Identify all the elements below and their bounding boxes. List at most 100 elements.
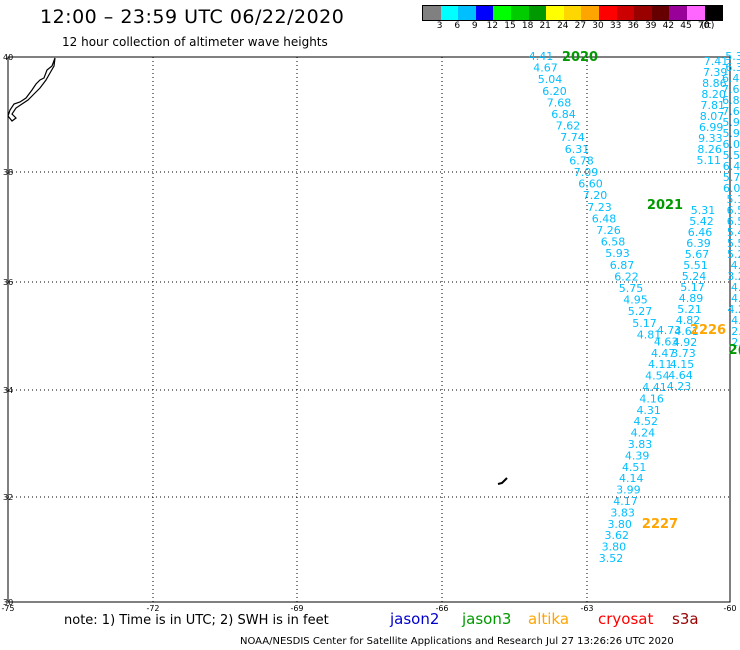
- swh-value-track-a: 7.68: [547, 96, 572, 109]
- swh-value-track-b: 4.61: [674, 325, 699, 338]
- satellite-legend-cryosat: cryosat: [598, 610, 654, 628]
- swh-value-track-b: 4.23: [667, 380, 692, 393]
- swh-value-track-d: 2.: [731, 325, 740, 338]
- swh-value-track-c: 9.33: [698, 132, 723, 145]
- swh-value-track-b: 5.31: [691, 204, 716, 217]
- swh-value-track-a: 6.60: [578, 178, 603, 191]
- color-scale-label: 39: [645, 21, 657, 31]
- swh-value-track-a: 6.20: [542, 85, 567, 98]
- swh-value-track-d: 6.43: [722, 72, 740, 85]
- swh-value-track-c: 7.81: [701, 99, 726, 112]
- color-scale-label: 24: [557, 21, 569, 31]
- swh-value-track-a: 6.58: [601, 236, 626, 249]
- swh-value-track-a: 4.95: [623, 294, 648, 307]
- longitude-label: -72: [146, 604, 159, 613]
- swh-value-track-b: 5.67: [685, 248, 710, 261]
- color-swatch: [546, 6, 564, 20]
- color-swatch: [704, 6, 723, 20]
- satellite-legend-jason2: jason2: [390, 610, 440, 628]
- swh-value-track-d: 4.: [731, 259, 740, 272]
- swh-value-track-a: 3.83: [610, 506, 635, 519]
- map-subtitle: 12 hour collection of altimeter wave hei…: [62, 35, 328, 49]
- color-swatch: [493, 6, 511, 20]
- swh-value-track-a: 7.20: [583, 189, 608, 202]
- pass-label-partial: 2(: [729, 343, 740, 358]
- color-swatch: [669, 6, 687, 20]
- satellite-legend-s3a: s3a: [672, 610, 699, 628]
- color-scale-label: 3: [436, 21, 443, 31]
- swh-value-track-a: 4.17: [613, 495, 638, 508]
- swh-value-track-a: 6.87: [610, 259, 635, 272]
- color-swatch: [651, 6, 670, 20]
- swh-value-track-d: 6.05: [723, 182, 740, 195]
- latitude-label: 36: [3, 278, 13, 287]
- longitude-label: -63: [580, 604, 593, 613]
- swh-value-track-a: 5.04: [538, 73, 563, 86]
- swh-value-track-a: 3.99: [616, 484, 641, 497]
- color-scale-label: 42: [662, 21, 675, 31]
- swh-value-track-a: 4.63: [654, 335, 679, 348]
- color-swatch: [528, 6, 547, 20]
- swh-value-track-a: 3.80: [607, 518, 632, 531]
- swh-value-track-a: 4.31: [636, 404, 661, 417]
- swh-value-track-b: 4.15: [670, 358, 695, 371]
- swh-value-track-a: 4.41: [529, 50, 554, 63]
- swh-value-track-a: 6.31: [565, 143, 590, 156]
- swh-value-track-a: 4.47: [651, 347, 676, 360]
- swh-value-track-d: 6.48: [723, 160, 740, 173]
- color-swatch: [458, 6, 476, 20]
- swh-value-track-b: 4.64: [668, 369, 693, 382]
- swh-value-track-d: 7.65: [722, 105, 740, 118]
- color-scale-label: 45: [680, 21, 692, 31]
- swh-value-track-d: 4.: [731, 314, 740, 327]
- swh-value-track-a: 5.93: [605, 247, 630, 260]
- swh-value-track-a: 4.14: [619, 472, 644, 485]
- color-swatch: [440, 6, 459, 20]
- swh-value-track-c: 8.86: [702, 77, 727, 90]
- color-scale-label: 9: [471, 21, 478, 31]
- swh-value-track-a: 6.84: [551, 108, 576, 121]
- swh-value-track-d: 5.5: [727, 237, 740, 250]
- swh-value-track-d: 6.3: [725, 61, 740, 74]
- altimeter-tracks: 4.414.675.046.207.686.847.627.746.316.78…: [529, 50, 740, 565]
- color-scale-label: 15: [504, 21, 516, 31]
- color-scale-label: 70: [697, 21, 710, 31]
- swh-value-track-d: 4.: [731, 292, 740, 305]
- swh-value-track-a: 4.24: [631, 427, 656, 440]
- swh-value-track-b: 5.51: [683, 259, 708, 272]
- swh-value-track-d: 5.1: [727, 193, 740, 206]
- longitude-label: -66: [435, 604, 448, 613]
- swh-value-track-a: 3.83: [628, 438, 653, 451]
- color-scale-label: 12: [486, 21, 499, 31]
- swh-value-track-a: 5.27: [628, 305, 653, 318]
- swh-value-track-d: 4.2: [728, 303, 740, 316]
- swh-value-track-a: 4.51: [622, 461, 647, 474]
- latitude-label: 30: [3, 598, 13, 607]
- swh-value-track-c: 7.41: [704, 55, 729, 68]
- swh-value-track-a: 3.80: [602, 541, 627, 554]
- swh-value-track-d: 5.3: [725, 50, 740, 63]
- map-frame: [7, 56, 731, 603]
- swh-value-track-a: 7.09: [574, 166, 599, 179]
- color-scale-label: 18: [521, 21, 534, 31]
- latitude-label: 40: [3, 53, 13, 62]
- color-scale-label: 36: [627, 21, 639, 31]
- swh-value-track-d: 5.76: [723, 171, 740, 184]
- color-swatch: [581, 6, 599, 20]
- swh-value-track-c: 8.20: [701, 88, 726, 101]
- swh-value-track-d: 6.80: [722, 94, 740, 107]
- swh-value-track-b: 4.82: [676, 314, 701, 327]
- longitude-label: -60: [723, 604, 736, 613]
- swh-value-track-a: 4.16: [639, 392, 664, 405]
- swh-value-track-a: 5.17: [632, 317, 657, 330]
- swh-value-track-b: 6.39: [686, 237, 711, 250]
- graticule-grid: [8, 57, 730, 602]
- pass-label: 2226: [690, 323, 726, 338]
- swh-value-track-b: 5.17: [680, 281, 705, 294]
- swh-value-track-a: 4.73: [657, 324, 682, 337]
- swh-value-track-d: 5.4: [727, 226, 740, 239]
- swh-value-track-a: 4.54: [645, 370, 670, 383]
- swh-value-track-c: 5.11: [697, 154, 722, 167]
- swh-value-track-a: 4.52: [634, 415, 659, 428]
